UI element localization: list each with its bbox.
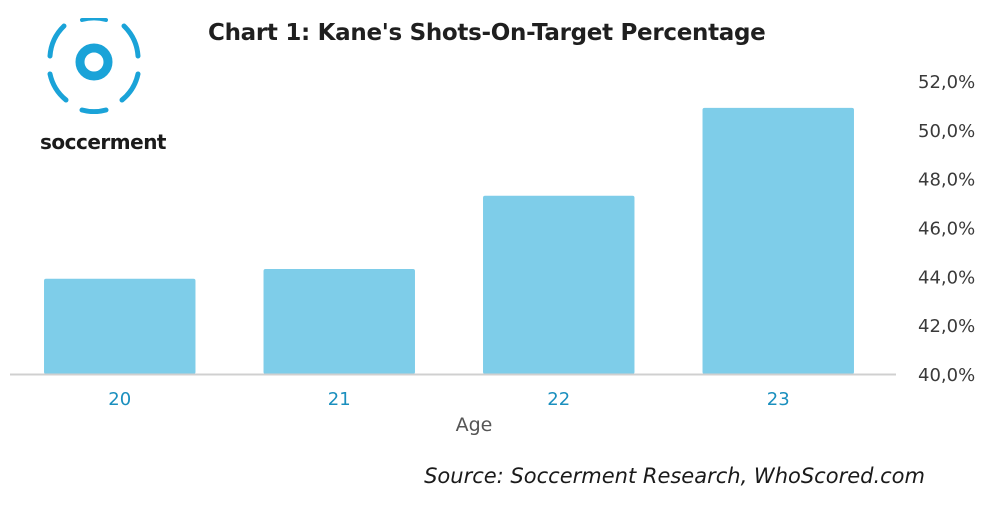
y-tick-label: 50,0% xyxy=(918,121,975,142)
bar-age-23 xyxy=(702,107,854,374)
bar-age-22 xyxy=(483,195,635,374)
y-tick-label: 40,0% xyxy=(918,365,975,386)
y-tick-label: 44,0% xyxy=(918,267,975,288)
bar-age-21 xyxy=(263,269,415,374)
x-tick-label: 20 xyxy=(108,389,131,410)
bars-group xyxy=(44,107,854,374)
x-tick-label: 22 xyxy=(547,389,570,410)
chart-title: Chart 1: Kane's Shots-On-Target Percenta… xyxy=(208,20,766,46)
y-tick-label: 42,0% xyxy=(918,316,975,337)
x-tick-label: 23 xyxy=(767,389,790,410)
bar-chart: 20 21 22 23 40,0% 42,0% 44,0% 46,0% 48,0% 50,0% 5… xyxy=(10,72,975,436)
x-axis-label: Age xyxy=(456,414,493,436)
y-tick-label: 46,0% xyxy=(918,219,975,240)
y-tick-label: 48,0% xyxy=(918,170,975,191)
x-tick-label: 21 xyxy=(328,389,351,410)
brand-name: soccerment xyxy=(40,130,167,154)
y-tick-labels: 40,0% 42,0% 44,0% 46,0% 48,0% 50,0% 52,0% xyxy=(918,72,975,386)
soccer-ball-icon xyxy=(47,18,141,114)
bar-age-20 xyxy=(44,278,196,374)
source-note: Source: Soccerment Research, WhoScored.c… xyxy=(424,464,925,488)
soccerment-logo: soccerment xyxy=(28,18,167,158)
y-tick-label: 52,0% xyxy=(918,72,975,93)
x-tick-labels: 20 21 22 23 xyxy=(108,389,789,410)
